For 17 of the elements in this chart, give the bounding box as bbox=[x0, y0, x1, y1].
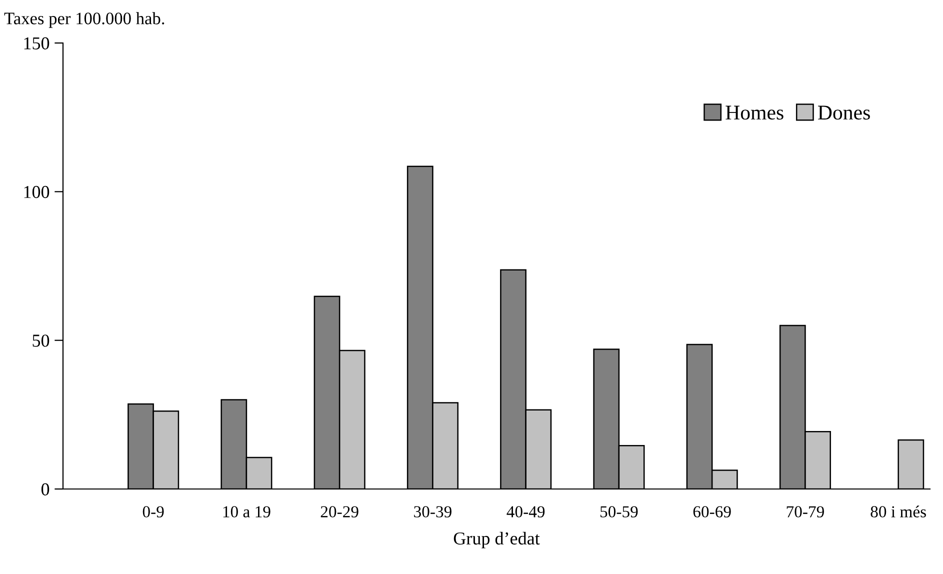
y-tick-label: 100 bbox=[24, 186, 50, 198]
x-tick-label: 40-49 bbox=[506, 506, 545, 518]
y-tick-label: 150 bbox=[24, 37, 50, 50]
y-tick-label: 0 bbox=[41, 483, 50, 496]
legend-label: Dones bbox=[818, 106, 870, 120]
x-tick-label: 30-39 bbox=[414, 506, 452, 518]
x-axis-title: Grup d’edat bbox=[454, 532, 540, 548]
x-tick-label: 80 i més bbox=[870, 506, 926, 518]
y-axis-title: Taxes per 100.000 hab. bbox=[4, 12, 164, 28]
x-tick-label: 20-29 bbox=[320, 506, 358, 518]
y-tick-label: 50 bbox=[32, 334, 50, 347]
x-tick-label: 60-69 bbox=[693, 506, 731, 518]
x-tick-label: 0-9 bbox=[142, 506, 164, 518]
x-tick-label: 10 a 19 bbox=[223, 506, 270, 518]
legend-label: Homes bbox=[726, 106, 784, 120]
x-tick-label: 70-79 bbox=[786, 506, 824, 518]
x-tick-label: 50-59 bbox=[600, 506, 638, 518]
